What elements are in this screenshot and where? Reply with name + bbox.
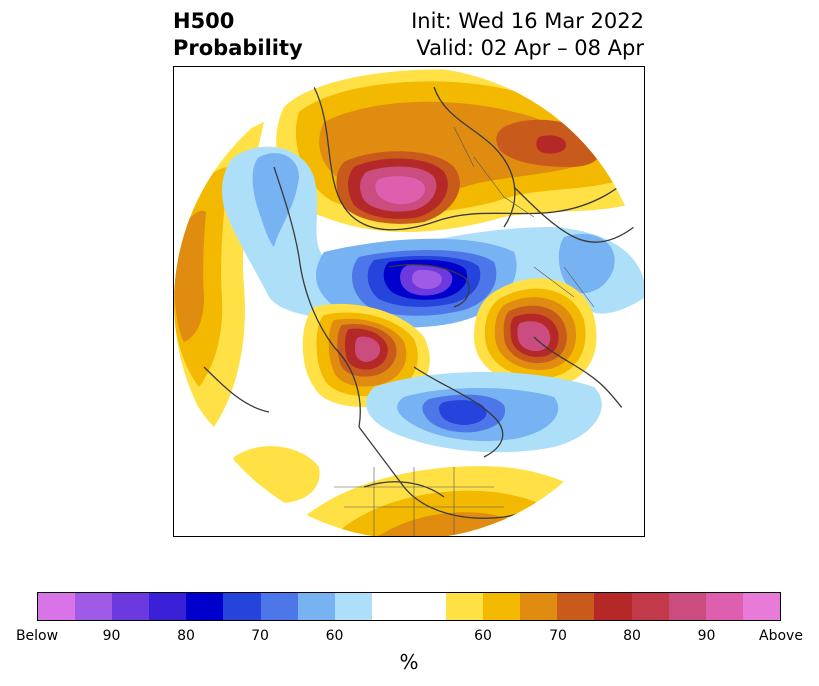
colorbar-segment (594, 593, 632, 620)
colorbar-segment (149, 593, 187, 620)
below-anomaly-greenland (365, 372, 602, 453)
colorbar-tick-label: 60 (325, 628, 344, 644)
above-anomaly-scandinavia (474, 278, 597, 387)
colorbar-segment (631, 593, 669, 620)
above-anomaly-siberia (276, 69, 644, 232)
colorbar-tick-label: 90 (697, 628, 716, 644)
colorbar-unit-label: % (399, 650, 419, 674)
title-line-probability: Probability (173, 36, 303, 60)
valid-date-range-label: Valid: 02 Apr – 08 Apr (416, 36, 644, 60)
colorbar-segment (75, 593, 113, 620)
colorbar-segment (334, 593, 372, 620)
colorbar-tick-label: Above (759, 628, 803, 644)
colorbar-segment (186, 593, 224, 620)
title-line-h500: H500 (173, 9, 235, 33)
colorbar-tick-label: 80 (623, 628, 641, 644)
colorbar-segment (483, 593, 521, 620)
chart-title-dates: Init: Wed 16 Mar 2022 Valid: 02 Apr – 08… (411, 8, 644, 62)
map-disc (174, 67, 644, 536)
colorbar-segment (297, 593, 335, 620)
colorbar-segment (705, 593, 743, 620)
colorbar-tick-label: 80 (177, 628, 195, 644)
colorbar-tick-label: Below (15, 628, 59, 644)
probability-colorbar (37, 592, 781, 621)
colorbar-tick-label: 70 (549, 628, 567, 644)
colorbar-segment (520, 593, 558, 620)
init-date-label: Init: Wed 16 Mar 2022 (411, 9, 644, 33)
colorbar-segment (446, 593, 484, 620)
colorbar-segment (38, 593, 76, 620)
colorbar-segment (260, 593, 298, 620)
colorbar-segment (112, 593, 150, 620)
political-borders (334, 126, 595, 536)
colorbar-segment (408, 593, 447, 620)
probability-map-svg (174, 67, 644, 536)
polar-stereographic-map (173, 66, 645, 537)
chart-title-variable: H500 Probability (173, 8, 303, 62)
colorbar-segment (742, 593, 780, 620)
colorbar-tick-label: 90 (102, 628, 121, 644)
colorbar-segment (668, 593, 706, 620)
colorbar-segment (223, 593, 261, 620)
colorbar-tick-label: 60 (474, 628, 492, 644)
colorbar-tick-label: 70 (251, 628, 269, 644)
colorbar-segment (371, 593, 409, 620)
colorbar-segment (557, 593, 595, 620)
